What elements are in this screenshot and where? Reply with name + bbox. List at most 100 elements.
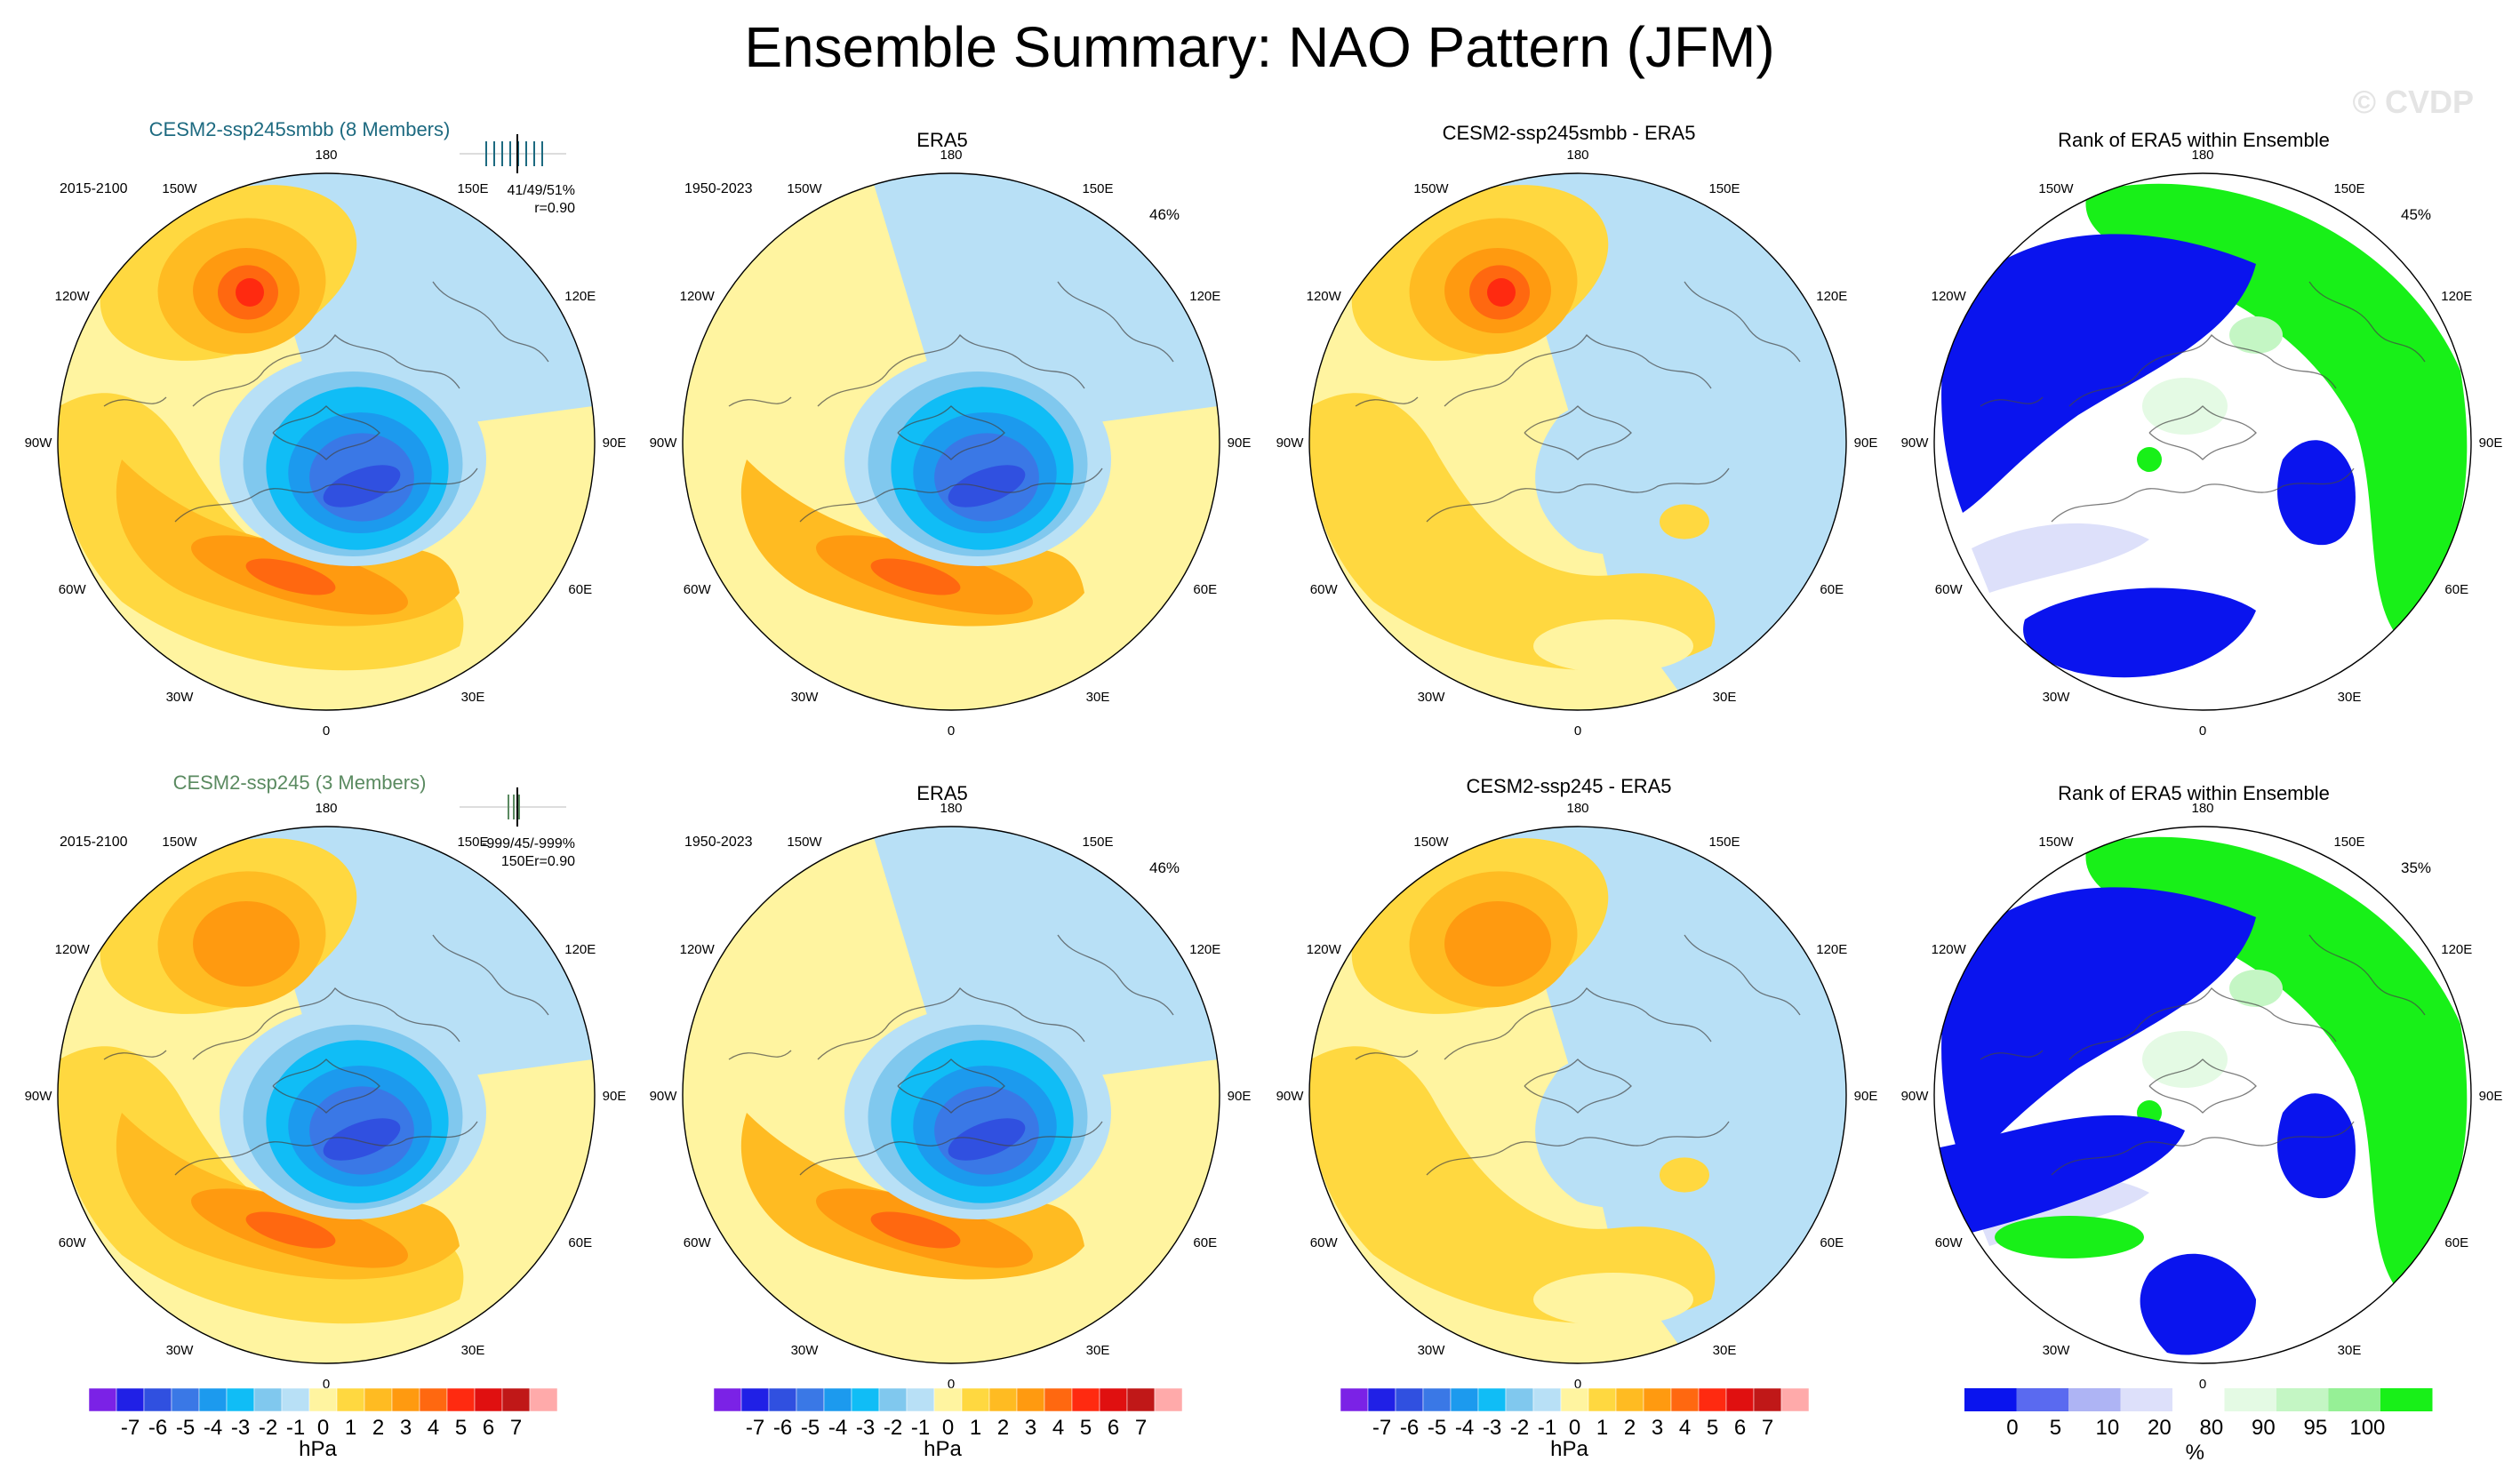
coastline <box>897 1059 1005 1114</box>
lon-label: 60E <box>1193 582 1217 597</box>
map-border <box>1933 172 2472 711</box>
coastline <box>817 987 1085 1060</box>
coastline <box>897 405 1005 460</box>
coastline <box>1524 405 1632 460</box>
map-border <box>57 826 596 1364</box>
colorbar-tick: 90 <box>2252 1416 2276 1440</box>
figure-title: Ensemble Summary: NAO Pattern (JFM) <box>744 15 1774 79</box>
colorbar-tick: 0 <box>942 1416 954 1440</box>
lon-label: 120W <box>1307 289 1342 304</box>
lon-label: 60E <box>1193 1235 1217 1250</box>
colorbar-tick: 0 <box>317 1416 329 1440</box>
colorbar-swatch <box>933 1387 963 1412</box>
colorbar-swatch <box>1422 1387 1452 1412</box>
colorbar-swatch <box>740 1387 770 1412</box>
lon-label: 150E <box>1708 835 1740 850</box>
map-border <box>1308 172 1847 711</box>
lon-label: 0 <box>323 723 330 739</box>
colorbar-swatch <box>474 1387 503 1412</box>
polar-map <box>1934 827 2471 1363</box>
lon-label: 30E <box>461 1343 485 1358</box>
colorbar-swatch <box>1753 1387 1782 1412</box>
lon-label: 30W <box>1418 690 1446 705</box>
panel-title: CESM2-ssp245 - ERA5 <box>1466 775 1671 797</box>
colorbar-units: % <box>2186 1441 2204 1465</box>
contour-fill <box>1309 1046 1716 1324</box>
coastline <box>1684 281 1801 363</box>
panel-title: CESM2-ssp245 (3 Members) <box>173 771 427 794</box>
lon-label: 150W <box>2038 835 2074 850</box>
lon-label: 150E <box>457 835 488 850</box>
colorbar-tick: 1 <box>1596 1416 1608 1440</box>
lon-label: 0 <box>948 1377 955 1392</box>
rank-fill <box>2085 183 2468 637</box>
contour-fill <box>245 1211 336 1249</box>
colorbar-swatch <box>2068 1388 2121 1411</box>
colorbar-swatch <box>878 1387 908 1412</box>
colorbar-swatch <box>253 1387 283 1412</box>
rank-fill <box>2277 1093 2356 1199</box>
colorbar-swatch <box>823 1387 852 1412</box>
polar-map <box>1934 173 2471 710</box>
colorbar-swatch <box>2328 1388 2380 1411</box>
variance-pct: 35% <box>2401 859 2431 876</box>
lon-label: 90E <box>603 1089 627 1104</box>
lon-label: 180 <box>315 801 337 816</box>
coastline <box>728 1050 792 1060</box>
lon-label: 150E <box>1082 181 1113 196</box>
lon-label: 90W <box>650 435 678 451</box>
coastline <box>2051 467 2355 523</box>
panel-title: CESM2-ssp245smbb - ERA5 <box>1443 122 1696 144</box>
colorbar-tick: 1 <box>345 1416 356 1440</box>
lon-label: 90E <box>1854 1089 1878 1104</box>
colorbar-tick: -4 <box>828 1416 847 1440</box>
colorbar-tick: 6 <box>483 1416 494 1440</box>
colorbar-swatch <box>2276 1388 2329 1411</box>
lon-label: 0 <box>323 1377 330 1392</box>
rank-fill <box>1941 887 2256 1166</box>
colorbar-swatch <box>171 1387 200 1412</box>
colorbar-tick: -2 <box>259 1416 277 1440</box>
colorbar-tick: -3 <box>1483 1416 1501 1440</box>
lon-label: 30E <box>2338 690 2362 705</box>
colorbar-tick: 100 <box>2349 1416 2385 1440</box>
lon-label: 60W <box>59 1235 87 1250</box>
polar-map <box>58 827 595 1363</box>
colorbar-swatch <box>1532 1387 1562 1412</box>
colorbar-units: hPa <box>299 1437 337 1461</box>
colorbar-swatch <box>198 1387 228 1412</box>
colorbar-swatch <box>1643 1387 1672 1412</box>
lon-label: 90W <box>1276 435 1305 451</box>
lon-label: 60E <box>2444 582 2468 597</box>
colorbar-swatch <box>768 1387 797 1412</box>
pattern-correlation: 150Er=0.90 <box>501 854 575 869</box>
contour-fill <box>1660 504 1709 539</box>
panel-r1c1: CESM2-ssp245smbb (8 Members) 180 150E 120E 9… <box>25 118 627 739</box>
rank-fill <box>2023 587 2256 678</box>
panel-r2c1: CESM2-ssp245 (3 Members) 180 150E 120E 90E 60… <box>25 771 627 1392</box>
rank-colorbar: 0 5 10 20 80 90 95 100% <box>1964 1388 2433 1465</box>
period-label: 2015-2100 <box>60 835 128 850</box>
lon-label: 90W <box>1276 1089 1305 1104</box>
panel-title: ERA5 <box>916 129 967 151</box>
lon-label: 180 <box>2191 148 2213 163</box>
colorbar-swatch <box>419 1387 448 1412</box>
colorbar-tick: -2 <box>884 1416 902 1440</box>
lon-label: 120W <box>1932 289 1967 304</box>
coastline <box>1980 1050 2044 1060</box>
ensemble-stats: -999/45/-999% <box>482 836 575 851</box>
contour-fill <box>1578 175 1846 699</box>
lon-label: 0 <box>1574 1377 1581 1392</box>
colorbar-swatch <box>1099 1387 1128 1412</box>
variance-pct: 46% <box>1149 206 1180 223</box>
panel-r2c3: CESM2-ssp245 - ERA5 180 150E 120E 90E 60E 30E 0… <box>1276 775 1878 1392</box>
contour-fill <box>2142 1031 2228 1088</box>
contour-fill <box>236 278 264 307</box>
contour-fill <box>2229 970 2283 1007</box>
colorbar-tick: 6 <box>1734 1416 1746 1440</box>
contour-fill <box>1533 619 1693 673</box>
lon-label: 90E <box>1228 1089 1252 1104</box>
colorbar-swatch <box>1126 1387 1156 1412</box>
